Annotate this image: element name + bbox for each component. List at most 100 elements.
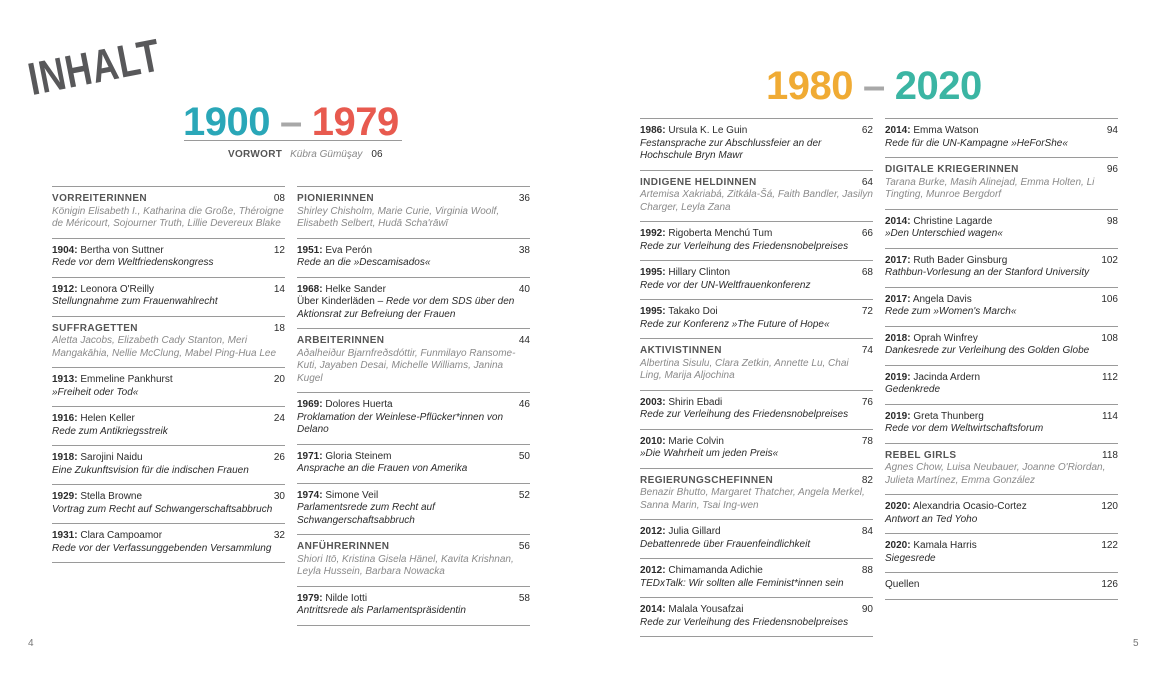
section-members: Aletta Jacobs, Elizabeth Cady Stanton, M…	[52, 335, 277, 359]
entry-name: Ursula K. Le Guin	[668, 125, 748, 136]
toc-entry[interactable]: Quellen 126	[885, 573, 1118, 600]
toc-entry[interactable]: 1912: Leonora O'Reilly 14 Stellungnahme zu…	[52, 278, 285, 317]
entry-name: Chimamanda Adichie	[668, 565, 763, 576]
entry-name: Clara Campoamor	[80, 530, 163, 541]
toc-entry[interactable]: 2010: Marie Colvin 78 »Die Wahrheit um jed…	[640, 430, 873, 469]
entry-heading: 2012: Chimamanda Adichie	[640, 565, 873, 578]
entry-name: Malala Yousafzai	[668, 604, 744, 615]
toc-entry[interactable]: 1913: Emmeline Pankhurst 20 »Freiheit oder…	[52, 368, 285, 407]
toc-entry[interactable]: 1979: Nilde Iotti 58 Antrittsrede als Parl…	[297, 587, 530, 626]
toc-entry[interactable]: 2012: Chimamanda Adichie 88 TEDxTalk: Wir …	[640, 559, 873, 598]
toc-entry[interactable]: 2014: Malala Yousafzai 90 Rede zur Verleih…	[640, 598, 873, 637]
entry-label: Quellen	[885, 579, 920, 590]
entry-heading: REBEL GIRLS	[885, 450, 1118, 463]
toc-section-entry[interactable]: ARBEITERINNEN 44 Aðalheiður Bjarnfreðsdótt…	[297, 329, 530, 393]
entry-subtitle-line: Antwort an Ted Yoho	[885, 514, 1118, 527]
toc-entry[interactable]: 1918: Sarojini Naidu 26 Eine Zukunftsvisio…	[52, 446, 285, 485]
toc-entry[interactable]: 1968: Helke Sander 40 Über Kinderläden – R…	[297, 278, 530, 329]
entry-year: 2020:	[885, 540, 911, 551]
toc-entry[interactable]: 1916: Helen Keller 24 Rede zum Antikriegss…	[52, 407, 285, 446]
entry-subtitle-line: Vortrag zum Recht auf Schwangerschaftsab…	[52, 504, 285, 517]
toc-entry[interactable]: 2012: Julia Gillard 84 Debattenrede über F…	[640, 520, 873, 559]
entry-subtitle: Eine Zukunftsvision für die indischen Fr…	[52, 464, 249, 476]
entry-subtitle: »Freiheit oder Tod«	[52, 386, 139, 398]
entry-subtitle: Vortrag zum Recht auf Schwangerschaftsab…	[52, 503, 273, 515]
entry-year: 2003:	[640, 396, 666, 408]
entry-subtitle: Dankesrede zur Verleihung des Golden Glo…	[885, 345, 1090, 356]
toc-entry[interactable]: 1971: Gloria Steinem 50 Ansprache an die F…	[297, 445, 530, 484]
vorwort-label: VORWORT	[228, 149, 283, 160]
section-title: DIGITALE KRIEGERINNEN	[885, 164, 1019, 175]
toc-entry[interactable]: 2014: Emma Watson 94 Rede für die UN-Kampa…	[885, 119, 1118, 158]
toc-entry[interactable]: 2017: Angela Davis 106 Rede zum »Women's M…	[885, 288, 1118, 327]
section-title: REGIERUNGSCHEFINNEN	[640, 474, 774, 486]
entry-page: 64	[861, 176, 873, 188]
entry-heading: 2012: Julia Gillard	[640, 526, 873, 539]
entry-name: Helke Sander	[325, 283, 386, 295]
entry-year: 2010:	[640, 435, 666, 447]
entry-subtitle-line: Gedenkrede	[885, 384, 1118, 397]
entry-year: 2018:	[885, 332, 911, 344]
entry-year: 2014:	[640, 604, 666, 615]
entry-heading: 2014: Christine Lagarde	[885, 216, 1118, 229]
entry-heading: 2020: Alexandria Ocasio-Cortez	[885, 501, 1118, 514]
entry-subtitle-line: Über Kinderläden – Rede vor dem SDS über…	[297, 296, 530, 321]
entry-heading: 1931: Clara Campoamor	[52, 530, 285, 543]
entry-year: 1913:	[52, 374, 78, 385]
entry-page: 18	[273, 322, 285, 334]
entry-subtitle-line: »Die Wahrheit um jeden Preis«	[640, 448, 873, 461]
toc-entry[interactable]: 2014: Christine Lagarde 98 »Den Unterschie…	[885, 210, 1118, 249]
section-title: ARBEITERINNEN	[297, 335, 385, 346]
toc-entry[interactable]: 1904: Bertha von Suttner 12 Rede vor dem W…	[52, 239, 285, 278]
entry-subtitle-line: Rede vor dem Weltfriedenskongress	[52, 257, 285, 270]
entry-name: Stella Browne	[80, 491, 143, 502]
toc-entry[interactable]: 1931: Clara Campoamor 32 Rede vor der Verf…	[52, 524, 285, 563]
toc-section-entry[interactable]: ANFÜHRERINNEN 56 Shiori Itō, Kristina Gise…	[297, 535, 530, 587]
left-column-1: VORREITERINNEN 08 Königin Elisabeth I., Ka…	[52, 186, 285, 563]
toc-section-entry[interactable]: PIONIERINNEN 36 Shirley Chisholm, Marie Cu…	[297, 187, 530, 239]
entry-heading: 1904: Bertha von Suttner	[52, 245, 285, 258]
toc-entry[interactable]: 1969: Dolores Huerta 46 Proklamation der W…	[297, 393, 530, 445]
entry-year: 2012:	[640, 565, 666, 576]
toc-entry[interactable]: 1992: Rigoberta Menchú Tum 66 Rede zur Ver…	[640, 222, 873, 261]
entry-page: 126	[1101, 579, 1118, 590]
entry-subtitle: Rede vor der UN-Weltfrauenkonferenz	[640, 279, 811, 291]
toc-entry[interactable]: 1974: Simone Veil 52 Parlamentsrede zum Re…	[297, 484, 530, 535]
toc-entry[interactable]: 1986: Ursula K. Le Guin 62 Festansprache z…	[640, 119, 873, 171]
toc-entry[interactable]: 2017: Ruth Bader Ginsburg 102 Rathbun-Vorl…	[885, 249, 1118, 288]
entry-year: 1986:	[640, 125, 666, 136]
entry-name: Jacinda Ardern	[913, 371, 981, 383]
toc-section-entry[interactable]: REBEL GIRLS 118 Agnes Chow, Luisa Neubauer…	[885, 444, 1118, 495]
entry-heading: 2020: Kamala Harris	[885, 540, 1118, 553]
range-start: 1900	[183, 100, 270, 144]
entry-heading: 2003: Shirin Ebadi	[640, 397, 873, 410]
entry-year: 1995:	[640, 267, 666, 278]
toc-section-entry[interactable]: DIGITALE KRIEGERINNEN 96 Tarana Burke, Mas…	[885, 158, 1118, 210]
entry-page: 66	[861, 228, 873, 239]
toc-section-entry[interactable]: REGIERUNGSCHEFINNEN 82 Benazir Bhutto, Mar…	[640, 469, 873, 520]
toc-entry[interactable]: 2018: Oprah Winfrey 108 Dankesrede zur Ver…	[885, 327, 1118, 366]
entry-page: 36	[518, 193, 530, 204]
toc-section-entry[interactable]: VORREITERINNEN 08 Königin Elisabeth I., Ka…	[52, 187, 285, 239]
toc-entry[interactable]: 1951: Eva Perón 38 Rede an die »Descamisad…	[297, 239, 530, 278]
toc-section-entry[interactable]: INDIGENE HELDINNEN 64 Artemisa Xakriabá, Z…	[640, 171, 873, 222]
entry-name: Simone Veil	[325, 489, 379, 501]
toc-entry[interactable]: 2019: Greta Thunberg 114 Rede vor dem Welt…	[885, 405, 1118, 444]
toc-entry[interactable]: 1929: Stella Browne 30 Vortrag zum Recht a…	[52, 485, 285, 524]
entry-subtitle: Rede zur Verleihung des Friedensnobelpre…	[640, 409, 849, 420]
toc-entry[interactable]: 2020: Alexandria Ocasio-Cortez 120 Antwort…	[885, 495, 1118, 534]
toc-entry[interactable]: 2019: Jacinda Ardern 112 Gedenkrede	[885, 366, 1118, 405]
vorwort-entry[interactable]: VORWORT Kübra Gümüşay 06	[228, 149, 383, 160]
entry-subtitle-line: Eine Zukunftsvision für die indischen Fr…	[52, 465, 285, 478]
toc-entry[interactable]: 2003: Shirin Ebadi 76 Rede zur Verleihung …	[640, 391, 873, 430]
toc-entry[interactable]: 2020: Kamala Harris 122 Siegesrede	[885, 534, 1118, 573]
entry-heading: AKTIVISTINNEN	[640, 345, 873, 358]
toc-section-entry[interactable]: SUFFRAGETTEN 18 Aletta Jacobs, Elizabeth C…	[52, 317, 285, 368]
entry-name: Oprah Winfrey	[913, 332, 978, 344]
toc-section-entry[interactable]: AKTIVISTINNEN 74 Albertina Sisulu, Clara Z…	[640, 339, 873, 391]
toc-entry[interactable]: 1995: Hillary Clinton 68 Rede vor der UN-W…	[640, 261, 873, 300]
range-end: 2020	[894, 64, 982, 108]
toc-entry[interactable]: 1995: Takako Doi 72 Rede zur Konferenz »Th…	[640, 300, 873, 339]
entry-year: 1929:	[52, 491, 78, 502]
entry-heading: SUFFRAGETTEN	[52, 323, 285, 336]
